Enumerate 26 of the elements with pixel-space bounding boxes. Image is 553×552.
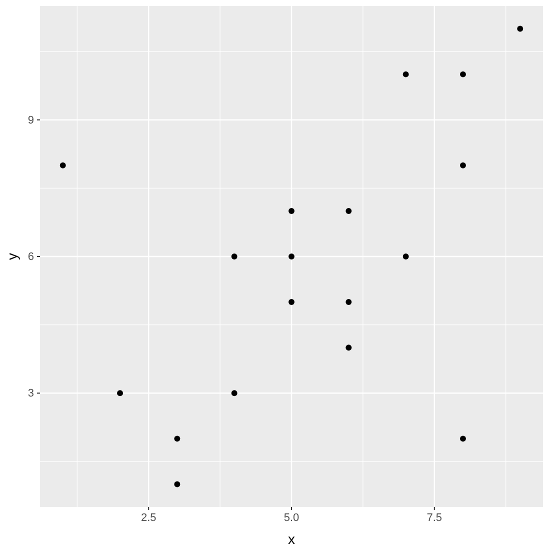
point (231, 390, 238, 396)
point (517, 26, 524, 32)
point (346, 344, 352, 351)
point (288, 208, 294, 214)
point (460, 162, 466, 168)
point (117, 390, 124, 396)
point (231, 254, 238, 260)
point (174, 481, 180, 488)
point (288, 299, 294, 306)
y-tick-label: 3 (28, 388, 34, 400)
x-tick-label: 7.5 (426, 512, 442, 524)
y-tick-label: 6 (28, 251, 34, 264)
point (60, 162, 66, 168)
y-axis-title: y (4, 253, 20, 260)
x-tick-label: 2.5 (140, 512, 156, 524)
point (402, 254, 409, 260)
y-tick-label: 9 (28, 114, 34, 126)
point (402, 71, 409, 78)
point (288, 254, 294, 260)
point (460, 71, 466, 78)
x-axis-title: x (288, 531, 295, 547)
point (346, 208, 352, 214)
point (346, 299, 352, 306)
point (174, 436, 180, 442)
point (460, 436, 466, 442)
x-tick-label: 5.0 (284, 512, 300, 524)
